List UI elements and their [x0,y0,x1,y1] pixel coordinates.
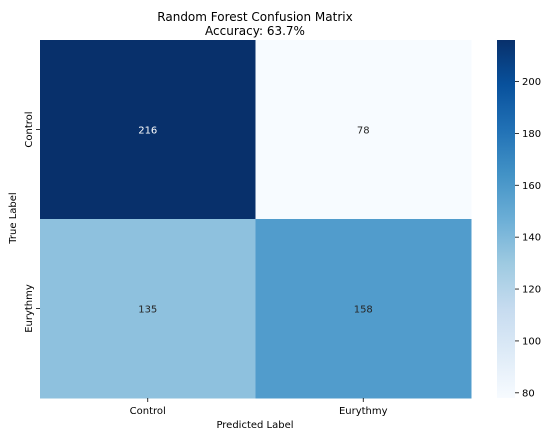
colorbar-ticks: 80 100 120 140 160 180 200 [515,77,541,399]
colorbar-tick-label: 180 [522,129,541,140]
heatmap-cell [255,40,472,220]
y-tick-label: Eurythmy [24,284,35,333]
cell-value-label: 216 [138,126,157,137]
heatmap-cell [40,219,256,399]
colorbar-tick-label: 160 [522,181,541,192]
x-axis-label: Predicted Label [216,420,293,431]
x-axis-ticks: Control Eurythmy [130,398,388,417]
y-tick-label: Control [24,111,35,147]
colorbar-tick-label: 120 [522,285,541,296]
x-tick-label: Eurythmy [339,406,388,417]
chart-subtitle: Accuracy: 63.7% [205,24,305,38]
y-axis-label: True Label [8,192,19,244]
heatmap-cells [40,40,472,399]
cell-value-label: 158 [354,305,373,316]
heatmap-cell [255,219,472,399]
y-axis-ticks: Control Eurythmy [24,111,40,333]
cell-value-label: 135 [138,305,157,316]
colorbar-tick-label: 80 [522,388,535,399]
colorbar-tick-label: 200 [522,77,541,88]
colorbar [497,40,515,398]
chart-title: Random Forest Confusion Matrix [157,10,352,24]
heatmap-cell [40,40,256,220]
cell-value-label: 78 [357,126,370,137]
x-tick-label: Control [130,406,166,417]
colorbar-tick-label: 100 [522,336,541,347]
heatmap-cell-labels: 216 78 135 158 [138,126,373,316]
colorbar-tick-label: 140 [522,233,541,244]
